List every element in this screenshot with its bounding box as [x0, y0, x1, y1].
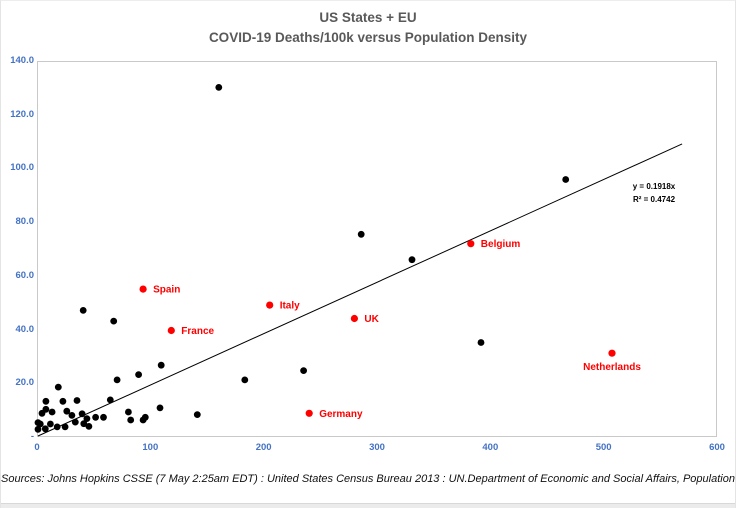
y-tick-label: 80.0 [15, 216, 35, 228]
us-state-point [139, 416, 147, 424]
us-state-point [53, 423, 61, 431]
us-state-point [193, 411, 201, 418]
us-state-point [157, 361, 165, 369]
us-state-point [61, 423, 69, 431]
eu-country-point [305, 409, 313, 417]
trendline [37, 143, 683, 437]
eu-country-label: Netherlands [583, 362, 641, 373]
y-tick-label: 40.0 [15, 323, 35, 335]
trendline-r-squared: R² = 0.4742 [633, 195, 676, 204]
x-tick-label: 200 [255, 442, 272, 453]
y-tick-label: 140.0 [10, 55, 34, 66]
trendline-equation: y = 0.1918x [633, 182, 676, 191]
us-state-point [408, 256, 416, 264]
y-tick-label: - [30, 431, 34, 442]
us-state-point [42, 397, 50, 405]
x-tick-label: 400 [482, 442, 499, 453]
us-state-point [63, 407, 71, 415]
eu-country-label: Germany [319, 409, 363, 420]
eu-country-point [608, 349, 616, 357]
us-state-point [241, 376, 249, 384]
eu-country-point [350, 314, 358, 323]
us-state-point [215, 84, 223, 91]
us-state-point [73, 397, 81, 404]
eu-country-point [167, 326, 175, 335]
us-state-point [48, 408, 56, 416]
us-state-point [68, 412, 76, 419]
x-tick-label: 0 [34, 442, 40, 453]
us-state-point [562, 176, 570, 183]
us-state-point [78, 410, 86, 418]
eu-country-label: France [181, 326, 214, 337]
us-state-point [85, 423, 93, 430]
us-state-point [47, 420, 54, 428]
sources-note: Sources: Johns Hopkins CSSE (7 May 2:25a… [1, 473, 735, 485]
us-state-point [34, 425, 42, 433]
us-state-point [110, 317, 118, 325]
x-tick-label: 600 [709, 442, 725, 453]
plot-area: y = 0.1918x R² = 0.4742 Spain Italy France UK… [34, 61, 717, 437]
us-state-point [357, 230, 365, 238]
chart-title-line1: US States + EU [319, 10, 417, 25]
y-tick-label: 120.0 [10, 108, 34, 120]
y-tick-label: 20.0 [15, 377, 35, 389]
x-tick-label: 500 [595, 442, 612, 453]
us-state-point [125, 408, 132, 416]
eu-country-label: Spain [153, 285, 180, 296]
us-state-point [92, 413, 99, 421]
us-state-point [36, 420, 44, 428]
eu-country-label: UK [364, 314, 379, 325]
us-state-point [156, 404, 164, 412]
us-state-point [106, 396, 114, 404]
us-state-point [477, 339, 485, 346]
chart-title-line2: COVID-19 Deaths/100k versus Population D… [208, 30, 528, 45]
us-state-point [127, 416, 135, 424]
us-state-point [38, 409, 46, 417]
x-tick-label: 300 [369, 442, 385, 453]
us-state-point [80, 420, 88, 428]
y-tick-label: 60.0 [15, 269, 35, 281]
chart-title: US States + EU COVID-19 Deaths/100k vers… [1, 8, 735, 48]
us-state-point [300, 367, 307, 374]
window-bottom-edge [1, 503, 735, 508]
x-tick-label: 100 [142, 442, 159, 453]
eu-country-point [266, 301, 274, 309]
y-tick-label: 100.0 [10, 162, 34, 174]
us-state-point [54, 383, 62, 391]
eu-country-point [139, 285, 147, 293]
eu-country-point [467, 240, 475, 248]
us-state-point [113, 376, 121, 384]
scatter-plot: y = 0.1918x R² = 0.4742 Spain Italy France UK… [34, 84, 683, 437]
us-state-point [71, 418, 79, 426]
eu-country-label: Italy [280, 301, 300, 312]
eu-country-label: Belgium [481, 239, 521, 250]
us-state-point [100, 413, 107, 421]
us-state-point [59, 397, 67, 405]
us-state-point [79, 307, 87, 314]
us-state-point [135, 371, 142, 378]
us-state-point [83, 415, 91, 422]
us-state-point [41, 425, 49, 433]
